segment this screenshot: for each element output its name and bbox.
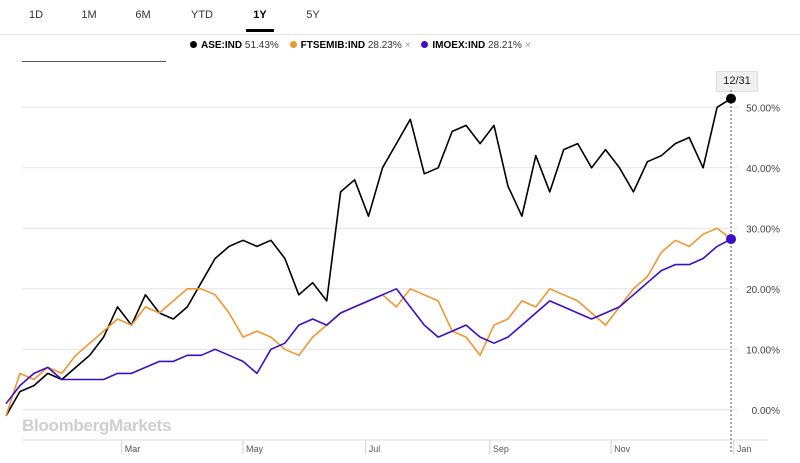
- y-tick-label: 30.00%: [746, 224, 780, 235]
- y-tick-label: 0.00%: [752, 406, 780, 417]
- legend-pct: 28.23%: [367, 40, 402, 51]
- series-line-ftsemib: [5, 227, 732, 417]
- tab-5y[interactable]: 5Y: [306, 9, 320, 21]
- y-tick-label: 10.00%: [746, 345, 780, 356]
- legend-dot-ftsemib: [289, 40, 297, 48]
- legend-item-ase[interactable]: ASE:IND 51.43%: [190, 40, 279, 51]
- tab-6m[interactable]: 6M: [135, 9, 151, 21]
- tab-1y[interactable]: 1Y: [253, 9, 267, 21]
- legend-dot-ase: [190, 40, 197, 48]
- legend-item-ftsemib[interactable]: FTSEMIB:IND 28.23% ×: [289, 40, 411, 51]
- x-tick-label: Mar: [125, 444, 141, 454]
- y-tick-label: 40.00%: [746, 164, 780, 175]
- bloomberg-watermark: BloombergMarkets: [22, 416, 172, 435]
- active-tab-indicator: [246, 29, 274, 32]
- remove-ftsemib-icon[interactable]: ×: [404, 40, 411, 51]
- legend-symbol: FTSEMIB:IND: [300, 40, 366, 51]
- y-tick-label: 20.00%: [746, 285, 780, 296]
- series-line-imoex: [5, 238, 732, 405]
- series-line-ase: [5, 97, 732, 417]
- remove-imoex-icon[interactable]: ×: [524, 40, 531, 51]
- x-tick-label: Jan: [737, 444, 752, 454]
- x-tick-label: Nov: [614, 444, 631, 454]
- legend-dot-imoex: [421, 40, 429, 48]
- legend-pct: 28.21%: [487, 40, 522, 51]
- legend-pct: 51.43%: [244, 40, 279, 51]
- time-range-tabs: 1D 1M 6M YTD 1Y 5Y: [0, 0, 800, 35]
- divider: [22, 61, 166, 62]
- x-tick-label: Jul: [369, 444, 381, 454]
- legend-symbol: ASE:IND: [201, 40, 243, 51]
- date-label: 12/31: [716, 71, 758, 92]
- tab-1m[interactable]: 1M: [81, 9, 97, 21]
- x-tick-label: May: [246, 444, 264, 454]
- end-marker-imoex: [726, 234, 737, 245]
- legend-symbol: IMOEX:IND: [432, 40, 486, 51]
- end-marker-ase: [726, 93, 737, 104]
- legend-item-imoex[interactable]: IMOEX:IND 28.21% ×: [421, 40, 531, 51]
- legend: ASE:IND 51.43% FTSEMIB:IND 28.23% × IMOEX…: [190, 40, 539, 51]
- x-tick-label: Sep: [493, 444, 509, 454]
- tab-1d[interactable]: 1D: [28, 9, 44, 21]
- tab-ytd[interactable]: YTD: [191, 9, 213, 21]
- y-tick-label: 50.00%: [746, 103, 780, 114]
